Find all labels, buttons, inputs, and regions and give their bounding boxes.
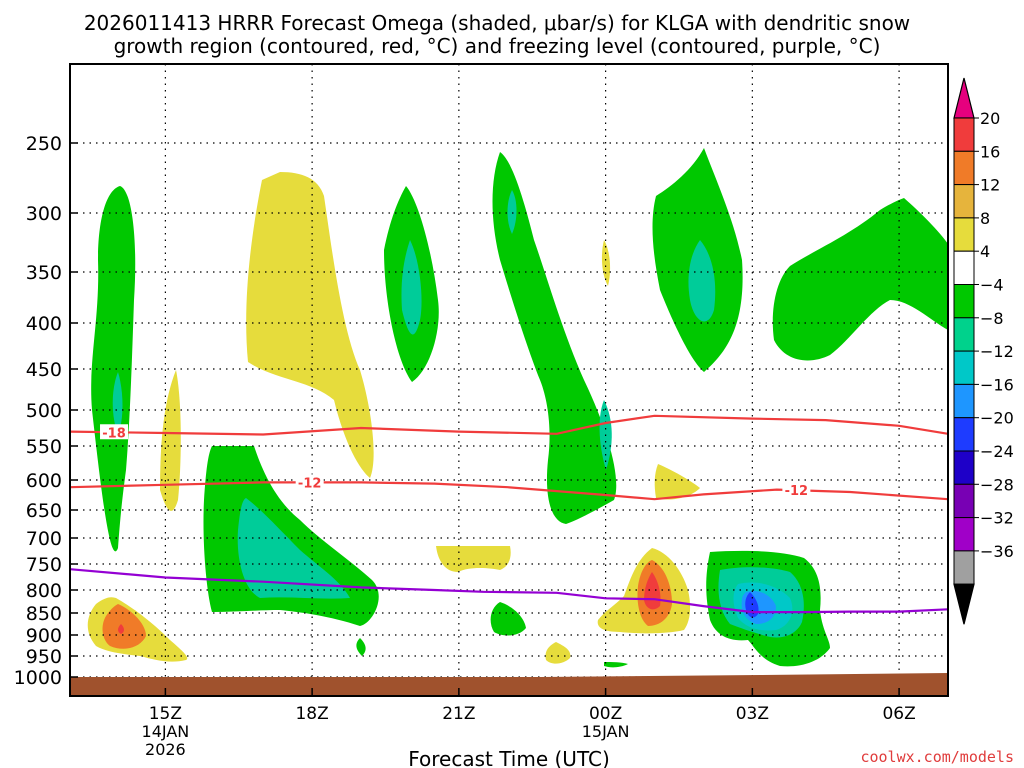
y-tick-label-300: 300: [26, 203, 62, 225]
omega-region-red: [118, 624, 124, 634]
colorbar-box: [953, 450, 975, 485]
omega-region-green: [772, 198, 948, 361]
omega-region-teal: [401, 240, 422, 335]
contour-label--12: -12: [785, 484, 809, 499]
omega-region-yellow: [160, 370, 181, 511]
x-tick-label-15Z: 15Z: [149, 704, 182, 724]
y-tick-label-650: 650: [26, 500, 62, 522]
colorbar-box: [953, 483, 975, 519]
colorbar-label: −12: [980, 342, 1014, 361]
y-tick-label-1000: 1000: [14, 667, 62, 689]
omega-region-yellow: [246, 172, 374, 478]
omega-region-teal: [112, 372, 123, 434]
x-tick-label-03Z: 03Z: [736, 704, 769, 724]
y-tick-label-500: 500: [26, 400, 62, 422]
x-tick-label-00Z: 00Z: [589, 704, 622, 724]
contour-line-0: [69, 568, 949, 614]
ground-fill: [70, 673, 948, 696]
colorbar-label: 12: [980, 176, 1000, 195]
omega-region-teal: [688, 240, 716, 322]
colorbar-label: −4: [980, 276, 1004, 295]
omega-region-teal: [237, 498, 350, 599]
colorbar-box: [953, 117, 975, 152]
colorbar-box: [953, 284, 975, 319]
ground-layer: [70, 673, 948, 696]
omega-region-green: [356, 638, 366, 656]
colorbar-label: 16: [980, 142, 1000, 161]
chart-title-line-1: 2026011413 HRRR Forecast Omega (shaded, …: [84, 11, 910, 35]
x-tick-label-21Z: 21Z: [442, 704, 475, 724]
x-axis-label: Forecast Time (UTC): [408, 747, 610, 768]
y-axis: 2503003504004505005506006507007508008509…: [14, 133, 78, 689]
plot-area: -18 -12 -12 250 300 350 400 450 500 550 600 650 700…: [14, 63, 949, 759]
x-tick-label-06Z: 06Z: [882, 704, 915, 724]
y-tick-label-950: 950: [26, 646, 62, 668]
colorbar-box: [953, 250, 975, 285]
omega-region-orange: [102, 604, 146, 649]
colorbar-box: [953, 517, 975, 552]
colorbar: 20 16 12 8 4 −4 −8 −12 −16 −20 −24 −28 −32 −36: [953, 77, 1014, 625]
colorbar-label: −16: [980, 375, 1014, 394]
y-tick-label-450: 450: [26, 359, 62, 381]
y-tick-label-400: 400: [26, 313, 62, 335]
contour-lines: -18 -12 -12: [69, 414, 949, 614]
x-tick-date: 14JAN: [142, 722, 190, 741]
y-tick-label-850: 850: [26, 603, 62, 625]
y-tick-label-550: 550: [26, 436, 62, 458]
colorbar-box: [953, 383, 975, 419]
y-tick-label-800: 800: [26, 580, 62, 602]
colorbar-box: [953, 317, 975, 352]
colorbar-box: [953, 150, 975, 186]
omega-region-green: [604, 662, 628, 668]
omega-region-yellow: [545, 642, 571, 664]
colorbar-label: 4: [980, 242, 990, 261]
grid-lines: [70, 64, 948, 696]
omega-region-green: [492, 152, 617, 524]
colorbar-box: [953, 350, 975, 385]
chart-title-line-2: growth region (contoured, red, °C) and f…: [114, 34, 881, 58]
y-tick-label-900: 900: [26, 625, 62, 647]
colorbar-label: −28: [980, 475, 1014, 494]
omega-region-teal: [507, 190, 517, 234]
colorbar-label: 8: [980, 209, 990, 228]
omega-region-green: [490, 602, 526, 636]
plot-frame: [69, 63, 949, 697]
contour-line--18: [69, 414, 949, 436]
omega-region-green: [91, 186, 136, 552]
y-tick-label-700: 700: [26, 528, 62, 550]
colorbar-label: −20: [980, 409, 1014, 428]
colorbar-box: [953, 217, 975, 252]
colorbar-box: [953, 417, 975, 452]
contour-label-bg: [782, 482, 811, 498]
contour-label--12: -12: [298, 476, 322, 491]
colorbar-label: 20: [980, 109, 1000, 128]
colorbar-label: −36: [980, 542, 1014, 561]
credit-text[interactable]: coolwx.com/models: [860, 748, 1014, 766]
colorbar-label: −24: [980, 442, 1014, 461]
y-tick-label-750: 750: [26, 554, 62, 576]
colorbar-box: [953, 184, 975, 219]
contour-label-bg: [295, 474, 324, 490]
y-tick-label-350: 350: [26, 262, 62, 284]
x-tick-label-18Z: 18Z: [295, 704, 328, 724]
omega-region-yellow: [601, 240, 611, 286]
contour-label-bg: [100, 424, 129, 440]
colorbar-box: [953, 550, 975, 585]
x-tick-date: 15JAN: [582, 722, 630, 741]
colorbar-bottom-arrow: [953, 583, 975, 625]
omega-region-yellow: [654, 464, 700, 500]
y-tick-label-250: 250: [26, 133, 62, 155]
y-tick-label-600: 600: [26, 470, 62, 492]
contour-label--18: -18: [102, 426, 126, 441]
x-tick-year: 2026: [145, 740, 186, 759]
colorbar-label: −32: [980, 509, 1014, 528]
colorbar-top-arrow: [953, 77, 975, 119]
omega-region-yellow: [436, 546, 511, 572]
colorbar-label: −8: [980, 309, 1004, 328]
